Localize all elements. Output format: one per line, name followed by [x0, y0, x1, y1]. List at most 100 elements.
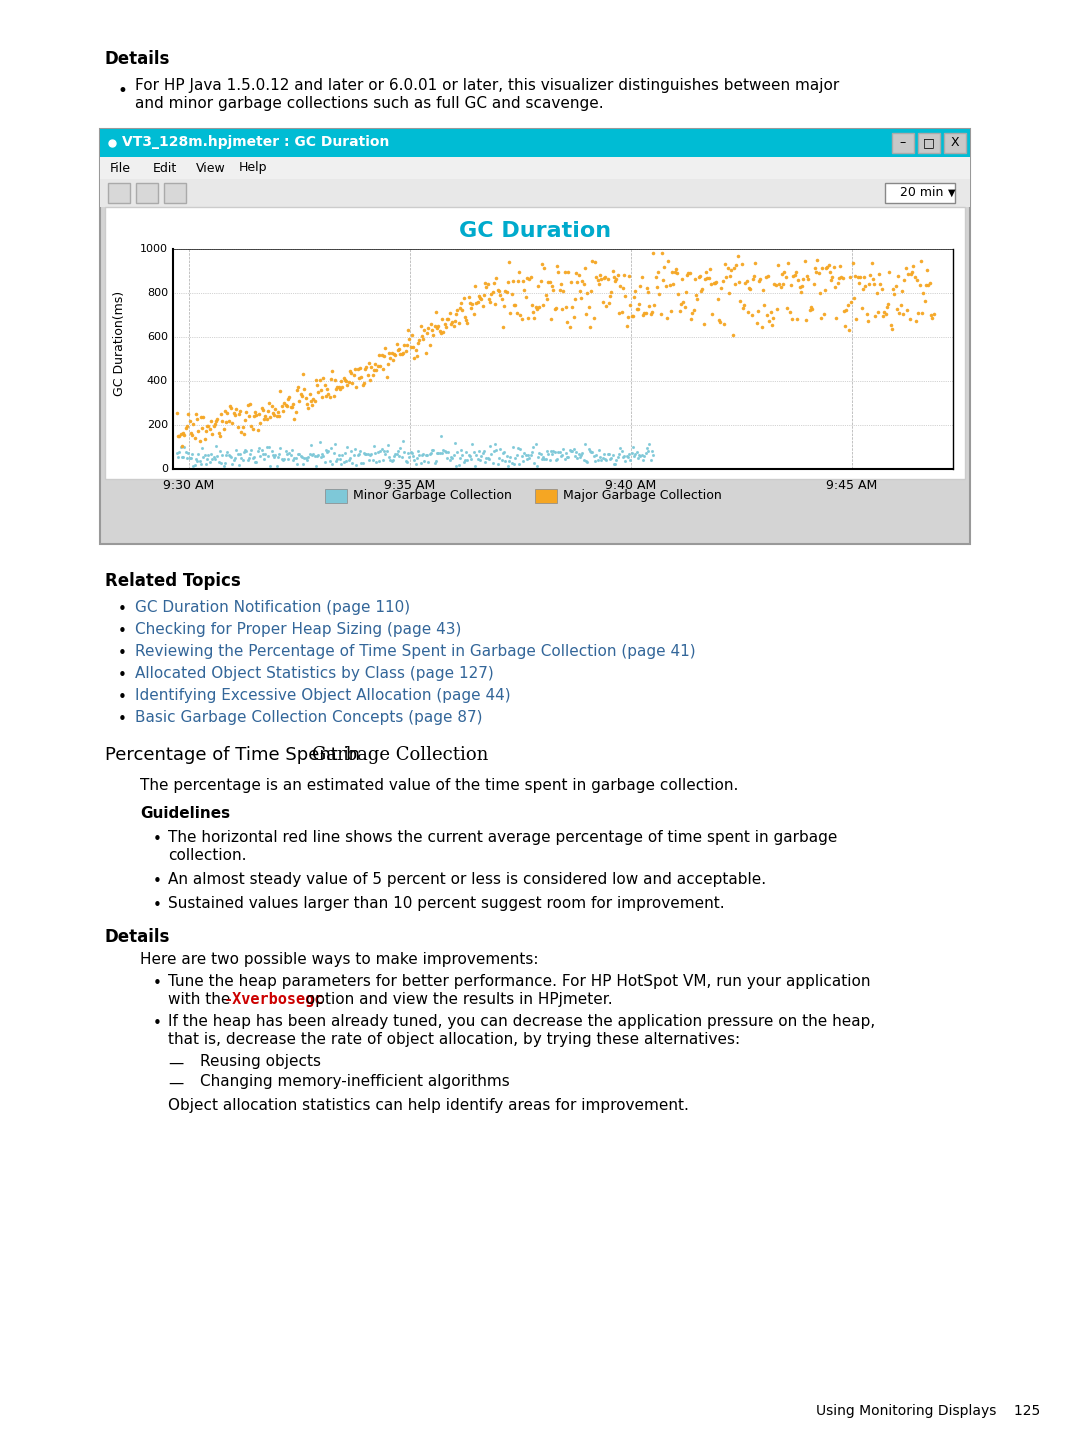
Point: [584, 441, 602, 464]
Point: [554, 298, 571, 321]
Point: [301, 383, 319, 406]
Point: [508, 443, 525, 466]
Point: [543, 443, 561, 466]
Point: [512, 303, 529, 326]
Point: [430, 441, 447, 464]
Point: [510, 436, 527, 459]
Point: [706, 272, 724, 295]
Point: [821, 260, 838, 283]
Point: [564, 440, 581, 463]
Point: [221, 444, 239, 467]
Point: [534, 447, 551, 470]
Point: [550, 260, 567, 283]
Point: [275, 393, 293, 416]
Point: [879, 293, 896, 316]
Point: [200, 444, 217, 467]
Point: [737, 272, 754, 295]
Point: [845, 252, 862, 275]
Point: [537, 447, 554, 470]
Point: [444, 447, 461, 470]
Point: [543, 275, 561, 298]
Point: [600, 290, 618, 313]
Point: [292, 444, 309, 467]
Point: [335, 450, 352, 473]
Point: [615, 278, 632, 301]
Point: [423, 318, 441, 341]
Point: [184, 424, 201, 447]
Point: [260, 391, 278, 414]
Point: [656, 256, 673, 279]
Text: option and view the results in HPjmeter.: option and view the results in HPjmeter.: [301, 992, 612, 1007]
Text: GC Duration(ms): GC Duration(ms): [112, 290, 125, 395]
Point: [357, 355, 375, 378]
Point: [541, 449, 558, 472]
Point: [325, 441, 342, 464]
Point: [395, 441, 413, 464]
Point: [348, 375, 365, 398]
Text: •: •: [153, 1017, 162, 1031]
Point: [461, 444, 478, 467]
Point: [289, 443, 307, 466]
Point: [567, 262, 584, 285]
Point: [280, 447, 297, 470]
Point: [273, 447, 291, 470]
Point: [173, 446, 190, 469]
Point: [556, 260, 573, 283]
Point: [202, 410, 219, 433]
Point: [350, 367, 367, 390]
Point: [482, 434, 499, 457]
Point: [271, 404, 288, 427]
Point: [527, 433, 544, 456]
Point: [622, 293, 639, 316]
Point: [535, 446, 552, 469]
Point: [301, 441, 319, 464]
Text: ▼: ▼: [948, 188, 956, 198]
Point: [309, 444, 326, 467]
Point: [495, 315, 512, 338]
Point: [913, 249, 930, 272]
Point: [463, 433, 481, 456]
Point: [347, 437, 364, 460]
Point: [858, 302, 875, 325]
Point: [590, 273, 607, 296]
Point: [269, 446, 286, 469]
Point: [504, 270, 522, 293]
Point: [789, 269, 807, 292]
Text: The horizontal red line shows the current average percentage of time spent in ga: The horizontal red line shows the curren…: [168, 830, 837, 846]
Point: [671, 299, 688, 322]
Point: [498, 444, 515, 467]
Point: [924, 303, 942, 326]
Point: [178, 414, 195, 437]
Point: [272, 380, 289, 403]
Point: [485, 272, 502, 295]
Point: [312, 378, 329, 401]
Point: [284, 449, 301, 472]
Point: [288, 378, 306, 401]
Point: [640, 295, 658, 318]
Point: [562, 439, 579, 462]
Point: [623, 441, 640, 464]
Point: [335, 367, 352, 390]
Point: [691, 265, 708, 288]
Text: •: •: [153, 833, 162, 847]
Point: [811, 282, 828, 305]
Point: [258, 436, 275, 459]
Point: [303, 394, 321, 417]
Point: [251, 403, 268, 426]
Point: [448, 440, 465, 463]
Point: [333, 453, 350, 476]
Point: [406, 449, 423, 472]
Point: [366, 441, 383, 464]
Point: [286, 407, 303, 430]
Point: [697, 267, 714, 290]
Point: [873, 278, 890, 301]
Point: [528, 298, 545, 321]
Point: [626, 280, 644, 303]
Point: [287, 446, 305, 469]
Point: [625, 285, 643, 308]
Point: [394, 430, 411, 453]
Point: [355, 371, 373, 394]
Point: [786, 265, 804, 288]
Point: [609, 446, 626, 469]
Point: [707, 270, 725, 293]
